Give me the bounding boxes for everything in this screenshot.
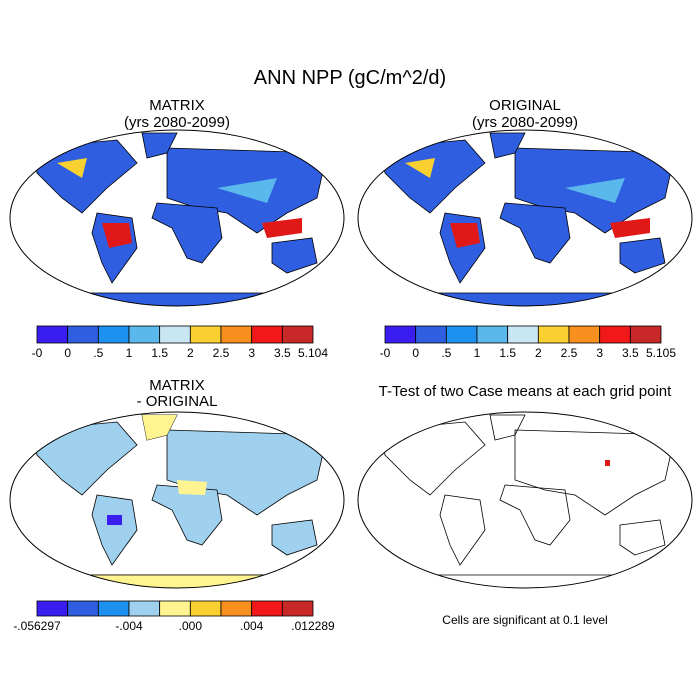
- colorbar-box: [281, 600, 314, 617]
- colorbar-label: .5: [93, 346, 103, 360]
- panel-title: MATRIX: [149, 97, 205, 114]
- panel-subtitle: - ORIGINAL: [137, 393, 218, 410]
- colorbar-box: [67, 325, 99, 344]
- map: [357, 411, 693, 589]
- colorbar-box: [251, 325, 283, 344]
- panel-subtitle: (yrs 2080-2099): [472, 114, 578, 131]
- colorbar-box: [189, 325, 222, 344]
- colorbar-box: [629, 325, 662, 344]
- colorbar-label: 2: [535, 346, 542, 360]
- colorbar-box: [476, 325, 509, 344]
- colorbar-box: [159, 600, 191, 617]
- colorbar-label: 3: [596, 346, 603, 360]
- colorbar-box: [159, 325, 191, 344]
- colorbar-box: [415, 325, 447, 344]
- colorbar-label: 1: [126, 346, 133, 360]
- colorbar-box: [599, 325, 631, 344]
- colorbar-label: -0: [380, 346, 391, 360]
- colorbar-box: [537, 325, 570, 344]
- colorbar-label: 2.5: [213, 346, 230, 360]
- map: [9, 129, 345, 307]
- colorbar-box: [507, 325, 539, 344]
- colorbar-label: 3.5: [622, 346, 639, 360]
- colorbar-box: [128, 600, 161, 617]
- colorbar-box: [568, 325, 601, 344]
- colorbar-box: [36, 325, 69, 344]
- colorbar-label: 3: [248, 346, 255, 360]
- colorbar-box: [220, 325, 253, 344]
- panel-subtitle: (yrs 2080-2099): [124, 114, 230, 131]
- colorbar-box: [189, 600, 222, 617]
- colorbar-label: 5.105: [646, 346, 676, 360]
- colorbar-box: [384, 325, 417, 344]
- colorbar-box: [97, 600, 130, 617]
- colorbar-label: 1.5: [151, 346, 168, 360]
- panel-title: MATRIX: [149, 377, 205, 394]
- panel-title: T-Test of two Case means at each grid po…: [379, 383, 672, 400]
- colorbar-label: 0: [64, 346, 71, 360]
- colorbar-label: -.056297: [13, 619, 61, 633]
- note: Cells are significant at 0.1 level: [442, 613, 607, 627]
- colorbar-label: 5.104: [298, 346, 328, 360]
- colorbar-label: 1.5: [499, 346, 516, 360]
- colorbar-label: .5: [441, 346, 451, 360]
- colorbar-label: 0: [412, 346, 419, 360]
- colorbar-label: 2.5: [561, 346, 578, 360]
- colorbar-box: [445, 325, 478, 344]
- map: [357, 129, 693, 307]
- colorbar-label: 3.5: [274, 346, 291, 360]
- colorbar-label: -.004: [115, 619, 143, 633]
- colorbar-label: -0: [32, 346, 43, 360]
- colorbar-box: [36, 600, 69, 617]
- colorbar-label: .004: [240, 619, 264, 633]
- colorbar-box: [97, 325, 130, 344]
- map: [9, 411, 345, 589]
- colorbar-box: [220, 600, 253, 617]
- figure-title: ANN NPP (gC/m^2/d): [254, 67, 446, 89]
- colorbar-box: [281, 325, 314, 344]
- colorbar-box: [128, 325, 161, 344]
- colorbar-label: 2: [187, 346, 194, 360]
- colorbar-label: .000: [179, 619, 203, 633]
- panel-title: ORIGINAL: [489, 97, 561, 114]
- colorbar-box: [67, 600, 99, 617]
- colorbar-label: .012289: [291, 619, 335, 633]
- colorbar-label: 1: [474, 346, 481, 360]
- colorbar-box: [251, 600, 283, 617]
